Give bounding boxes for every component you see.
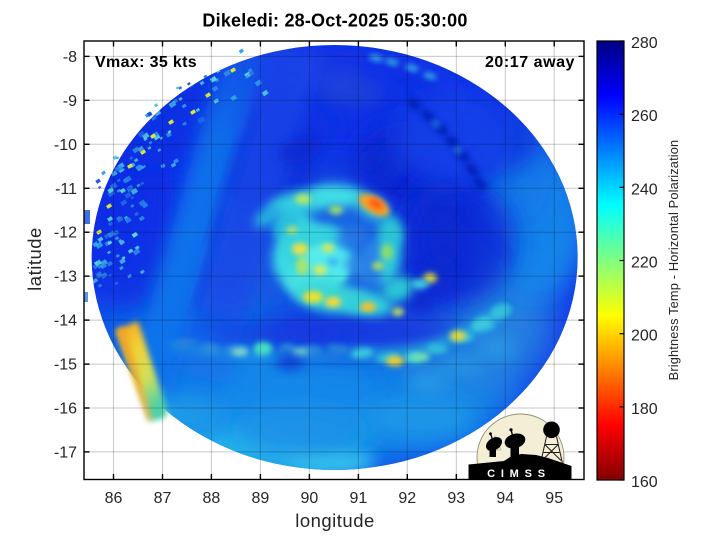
svg-text:-13: -13: [54, 269, 77, 286]
svg-text:Dikeledi: 28-Oct-2025 05:30:00: Dikeledi: 28-Oct-2025 05:30:00: [202, 11, 467, 31]
svg-text:-14: -14: [54, 313, 77, 330]
svg-text:-15: -15: [54, 357, 77, 374]
svg-text:92: 92: [398, 490, 416, 507]
svg-text:-8: -8: [63, 49, 77, 66]
svg-text:89: 89: [252, 490, 270, 507]
svg-text:240: 240: [631, 181, 658, 198]
svg-text:20:17 away: 20:17 away: [485, 54, 575, 71]
svg-text:180: 180: [631, 401, 658, 418]
svg-text:93: 93: [447, 490, 465, 507]
svg-text:-9: -9: [63, 93, 77, 110]
svg-text:200: 200: [631, 328, 658, 345]
svg-text:-16: -16: [54, 401, 77, 418]
svg-text:CIMSS: CIMSS: [487, 468, 551, 480]
svg-text:94: 94: [496, 490, 514, 507]
svg-text:160: 160: [631, 474, 658, 491]
svg-text:Vmax: 35 kts: Vmax: 35 kts: [95, 54, 197, 71]
svg-text:86: 86: [105, 490, 123, 507]
svg-text:95: 95: [545, 490, 563, 507]
svg-text:280: 280: [631, 35, 658, 52]
svg-text:-12: -12: [54, 225, 77, 242]
svg-text:260: 260: [631, 108, 658, 125]
svg-text:220: 220: [631, 255, 658, 272]
svg-text:87: 87: [154, 490, 172, 507]
svg-text:-17: -17: [54, 444, 77, 461]
svg-text:longitude: longitude: [295, 510, 375, 531]
svg-text:90: 90: [301, 490, 319, 507]
svg-text:91: 91: [350, 490, 368, 507]
svg-text:-10: -10: [54, 137, 77, 154]
svg-text:-11: -11: [55, 181, 77, 198]
svg-text:latitude: latitude: [24, 227, 45, 291]
svg-text:88: 88: [203, 490, 221, 507]
svg-text:Brightness Temp - Horizontal P: Brightness Temp - Horizontal Polarizatio…: [666, 140, 681, 381]
